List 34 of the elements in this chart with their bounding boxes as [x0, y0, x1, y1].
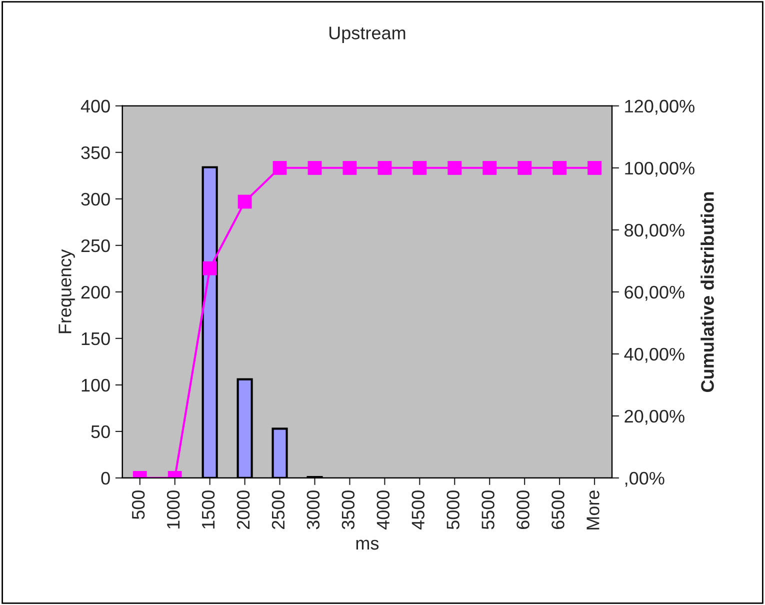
- x-tick-label: More: [586, 490, 600, 530]
- x-tick-label: 500: [132, 490, 145, 520]
- x-tick-label: 2000: [236, 490, 250, 530]
- y-tick-label: 250: [81, 239, 110, 252]
- y2-tick-label: 40,00%: [624, 348, 684, 363]
- y2-tick-label: ,00%: [625, 472, 664, 487]
- y2-tick-label: 100,00%: [625, 162, 694, 177]
- x-axis-title: ms: [356, 540, 379, 550]
- x-tick-label: 1500: [202, 490, 215, 529]
- y-tick-label: 0: [101, 472, 110, 485]
- x-tick-label: 2500: [272, 490, 285, 530]
- y-tick-label: 200: [81, 286, 110, 299]
- y2-tick-label: 60,00%: [624, 286, 684, 301]
- x-tick-label: 1000: [166, 490, 180, 529]
- y-axis-title: Frequency: [58, 249, 75, 334]
- y2-axis-title: Cumulative distribution: [700, 192, 714, 392]
- y-tick-label: 400: [80, 100, 110, 113]
- x-tick-label: 5000: [446, 490, 460, 530]
- x-tick-label: 3000: [306, 490, 320, 530]
- y-tick-label: 350: [81, 146, 110, 160]
- x-tick-label: 4000: [376, 490, 390, 530]
- chart-title: Upstream: [329, 26, 406, 43]
- x-tick-label: 6000: [516, 490, 530, 529]
- y2-tick-label: 20,00%: [624, 410, 684, 425]
- x-tick-label: 3500: [342, 490, 355, 530]
- y2-tick-label: 80,00%: [624, 224, 684, 239]
- x-tick-label: 6500: [552, 490, 564, 529]
- x-tick-label: 5500: [482, 490, 494, 530]
- y-tick-label: 150: [82, 332, 110, 346]
- y-tick-label: 50: [91, 425, 110, 438]
- y-tick-label: 300: [81, 192, 110, 206]
- x-tick-label: 4500: [412, 490, 425, 530]
- y-tick-label: 100: [82, 378, 110, 392]
- y2-tick-label: 120,00%: [625, 100, 694, 115]
